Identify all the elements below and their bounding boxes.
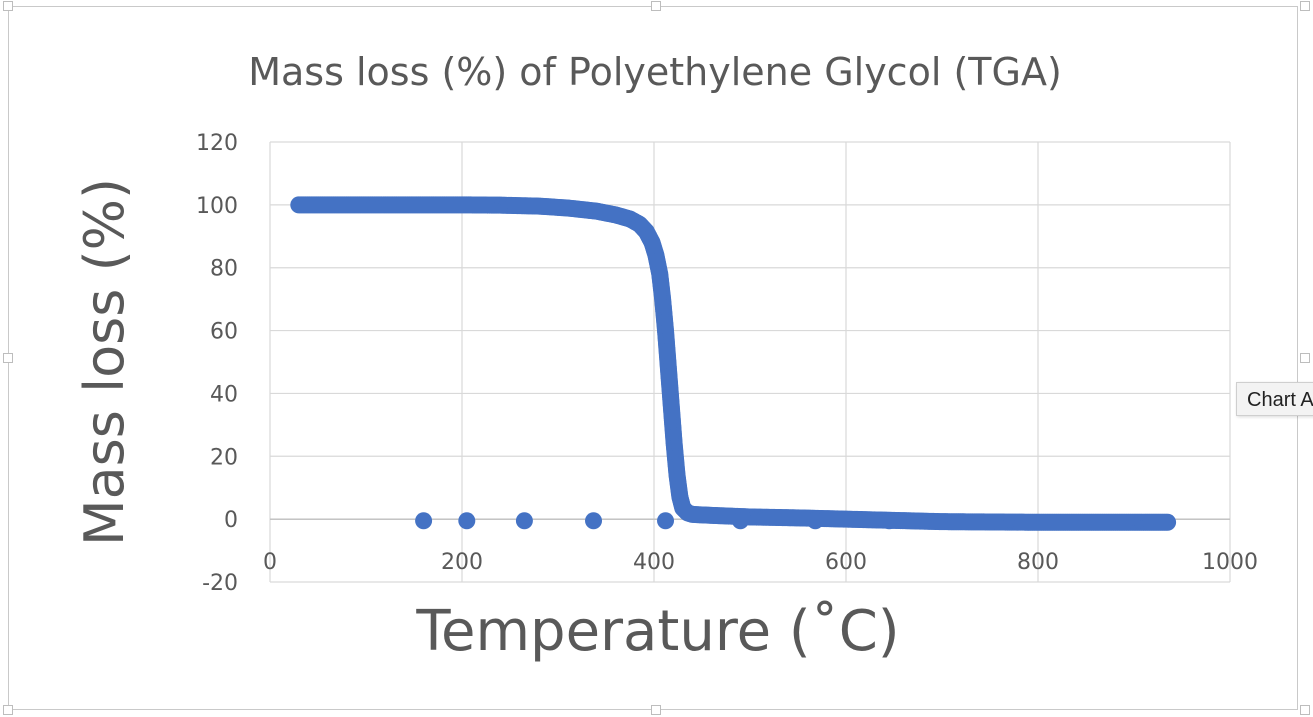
data-point-isolated — [515, 512, 533, 530]
y-tick-label: 100 — [196, 194, 238, 219]
resize-handle-middle-right[interactable] — [1300, 353, 1310, 363]
y-tick-label: 80 — [210, 257, 238, 282]
data-point-isolated — [880, 512, 898, 530]
data-point-isolated — [731, 512, 749, 530]
x-tick-label: 400 — [633, 550, 675, 575]
resize-handle-top-right[interactable] — [1300, 1, 1310, 11]
y-tick-label: 60 — [210, 320, 238, 345]
resize-handle-bottom-center[interactable] — [651, 705, 661, 715]
data-point-isolated — [657, 512, 675, 530]
x-tick-label: 200 — [441, 550, 483, 575]
chart-title: Mass loss (%) of Polyethylene Glycol (TG… — [248, 50, 1062, 94]
y-tick-label: 0 — [224, 508, 238, 533]
gridlines — [269, 141, 1231, 583]
y-tick-label: 20 — [210, 445, 238, 470]
data-point-isolated — [415, 512, 433, 530]
x-tick-label: 800 — [1017, 550, 1059, 575]
data-point-isolated — [458, 512, 476, 530]
chart-area-tooltip: Chart Area — [1236, 382, 1313, 416]
data-point-isolated — [585, 512, 603, 530]
x-tick-label: 600 — [825, 550, 867, 575]
y-tick-label: 120 — [196, 131, 238, 156]
x-axis-title: Temperature (˚C) — [415, 599, 899, 664]
chart-area[interactable] — [8, 6, 1298, 710]
resize-handle-bottom-left[interactable] — [3, 705, 13, 715]
data-point — [1159, 513, 1177, 531]
y-axis-title: Mass loss (%) — [73, 178, 136, 546]
resize-handle-middle-left[interactable] — [3, 353, 13, 363]
data-points — [290, 196, 1177, 531]
resize-handle-top-center[interactable] — [651, 1, 661, 11]
resize-handle-bottom-right[interactable] — [1300, 705, 1310, 715]
resize-handle-top-left[interactable] — [3, 1, 13, 11]
y-tick-label: -20 — [202, 571, 238, 596]
x-tick-label: 1000 — [1202, 550, 1258, 575]
y-axis-ticks: -20 0 20 40 60 80 100 120 — [196, 131, 238, 596]
y-tick-label: 40 — [210, 382, 238, 407]
data-point-isolated — [806, 512, 824, 530]
x-axis-ticks: 0 200 400 600 800 1000 — [263, 550, 1258, 575]
x-tick-label: 0 — [263, 550, 277, 575]
